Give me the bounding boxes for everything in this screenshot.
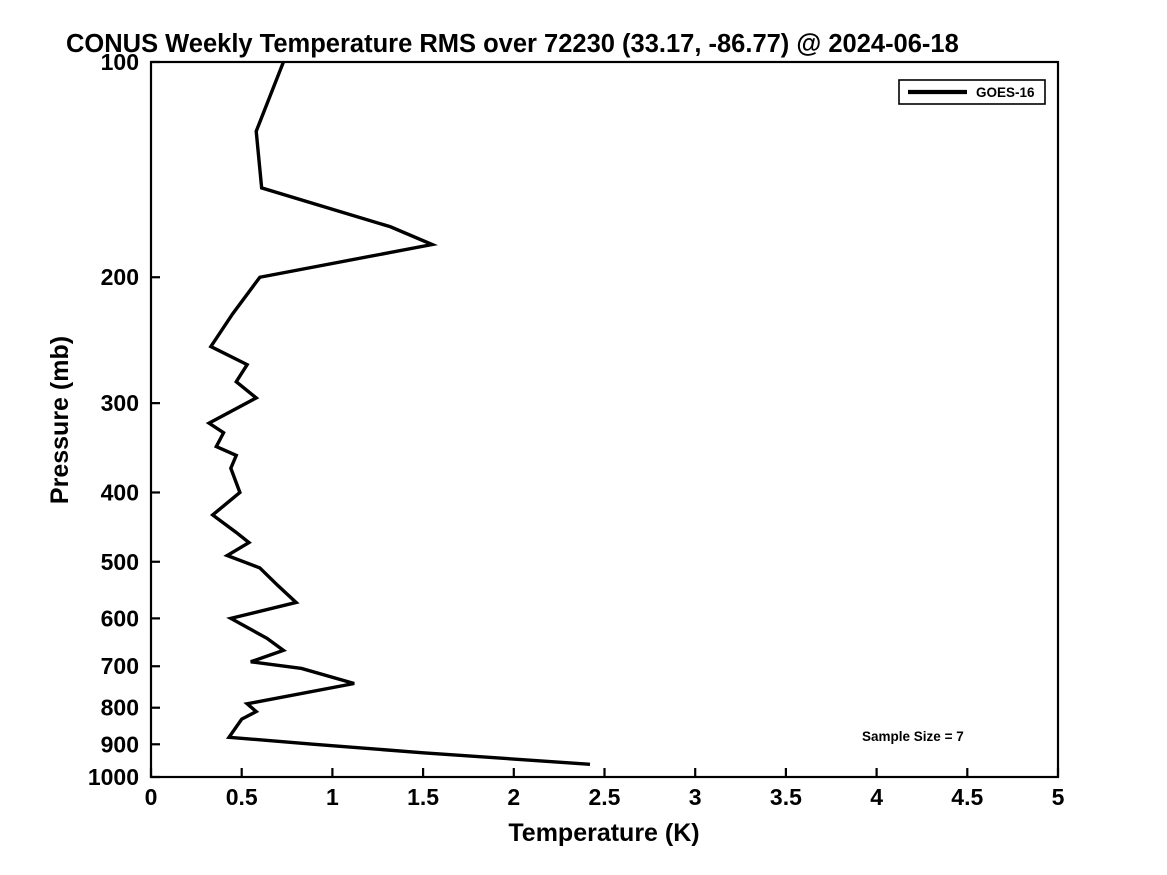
y-tick-label-4: 500 <box>101 549 139 575</box>
x-tick-label-9: 4.5 <box>951 784 983 810</box>
x-tick-label-0: 0 <box>145 784 158 810</box>
x-tick-label-4: 2 <box>507 784 520 810</box>
x-axis-title: Temperature (K) <box>508 819 699 847</box>
axes-frame <box>149 60 1060 779</box>
series-line-goes-16 <box>205 61 591 767</box>
y-tick-label-7: 800 <box>101 695 139 721</box>
axis-tick-marks <box>149 60 1060 779</box>
chart-annotations: Sample Size = 7 <box>862 729 964 744</box>
x-tick-label-3: 1.5 <box>407 784 439 810</box>
x-tick-label-10: 5 <box>1052 784 1065 810</box>
data-series-group <box>205 61 591 767</box>
y-tick-label-0: 100 <box>101 49 139 75</box>
legend-label-goes-16: GOES-16 <box>976 85 1035 100</box>
page-title: CONUS Weekly Temperature RMS over 72230 … <box>66 30 959 58</box>
y-tick-label-9: 1000 <box>88 764 139 790</box>
x-tick-label-7: 3.5 <box>770 784 802 810</box>
y-tick-label-3: 400 <box>101 479 139 505</box>
x-tick-label-6: 3 <box>689 784 702 810</box>
annotation-sample-size: Sample Size = 7 <box>862 729 964 744</box>
x-tick-label-1: 0.5 <box>226 784 258 810</box>
y-tick-label-5: 600 <box>101 605 139 631</box>
x-tick-label-8: 4 <box>870 784 883 810</box>
x-axis-tick-labels: 0 0.5 1 1.5 2 2.5 3 3.5 4 4.5 5 <box>145 784 1065 810</box>
x-tick-label-2: 1 <box>326 784 339 810</box>
x-tick-label-5: 2.5 <box>589 784 621 810</box>
y-tick-label-8: 900 <box>101 731 139 757</box>
y-tick-label-6: 700 <box>101 653 139 679</box>
y-tick-label-1: 200 <box>101 264 139 290</box>
y-axis-title: Pressure (mb) <box>46 336 74 504</box>
chart-legend[interactable]: GOES-16 <box>898 79 1046 105</box>
y-axis-tick-labels: 100 200 300 400 500 600 700 800 900 1000 <box>88 49 139 790</box>
y-tick-label-2: 300 <box>101 390 139 416</box>
